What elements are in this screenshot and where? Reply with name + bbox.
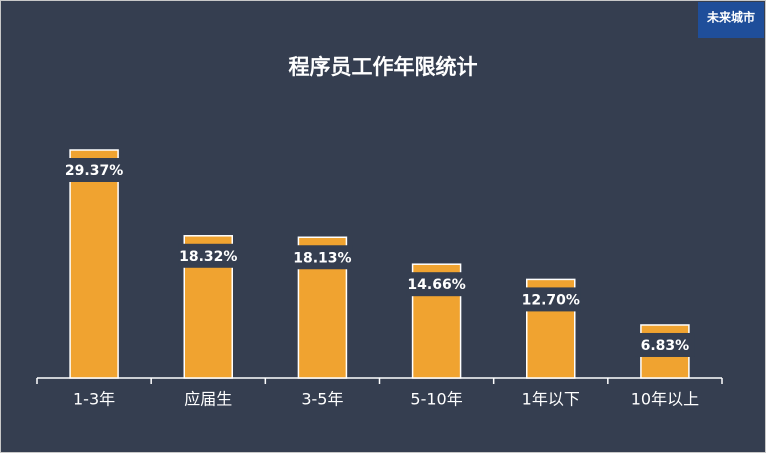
background [0, 0, 766, 453]
x-tick-label: 5-10年 [410, 390, 462, 409]
logo: 未来城市 [706, 10, 755, 25]
x-tick-label: 1年以下 [522, 390, 580, 409]
value-label-box [178, 243, 239, 268]
x-tick-label: 3-5年 [301, 390, 343, 409]
value-label: 18.13% [293, 250, 351, 266]
x-tick-label: 1-3年 [73, 390, 115, 409]
chart-title: 程序员工作年限统计 [289, 55, 478, 79]
value-label-box [292, 245, 353, 270]
value-label-box [634, 332, 695, 357]
value-label-box [64, 158, 125, 182]
value-label: 12.70% [522, 292, 580, 308]
bar [69, 149, 119, 379]
value-label-box [406, 272, 467, 297]
x-tick-label: 应届生 [184, 390, 232, 409]
value-label: 29.37% [65, 163, 123, 179]
value-label: 18.32% [179, 249, 237, 265]
value-label: 6.83% [641, 338, 690, 354]
x-tick-label: 10年以上 [631, 390, 699, 409]
value-label-box [520, 287, 581, 312]
logo-box [698, 2, 764, 38]
value-label: 14.66% [407, 277, 465, 293]
